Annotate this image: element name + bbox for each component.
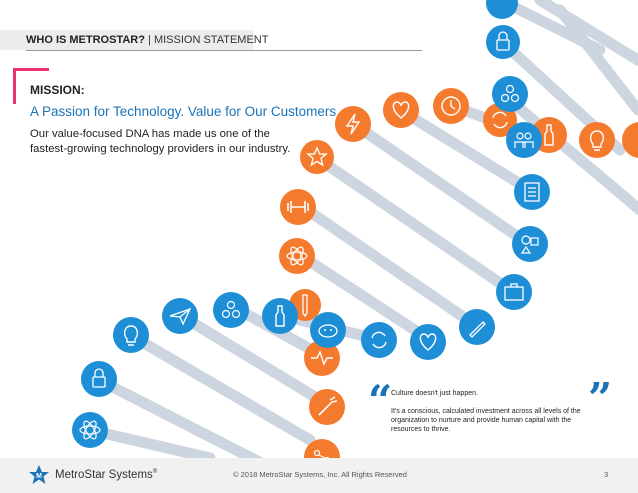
- checklist-icon: [514, 174, 550, 210]
- bottle-icon: [262, 298, 298, 334]
- quote-lead: Culture doesn't just happen.: [391, 390, 478, 397]
- header-bar: [0, 30, 253, 50]
- team-icon: [506, 122, 542, 158]
- breadcrumb-section: MISSION STATEMENT: [153, 34, 269, 46]
- shapes-icon: [512, 226, 548, 262]
- close-quote-mark: ”: [588, 374, 613, 423]
- footer-bar: [0, 458, 638, 493]
- heart-icon: [410, 324, 446, 360]
- dumbbell-icon: [280, 189, 316, 225]
- footer-copyright: © 2018 MetroStar Systems, Inc. All Right…: [233, 470, 407, 479]
- pencil-icon: [459, 309, 495, 345]
- padlock-icon: [486, 25, 520, 59]
- heartbeat-icon: [304, 340, 340, 376]
- cluster-icon: [213, 292, 249, 328]
- orange-icon-strand: [279, 88, 638, 458]
- dna-rungs: [84, 0, 638, 458]
- open-quote-mark: “: [368, 376, 393, 425]
- footer-brand-name: MetroStar Systems: [55, 469, 153, 481]
- quote-body: It's a conscious, calculated investment …: [391, 408, 581, 433]
- breadcrumb-company: WHO IS METROSTAR?: [26, 34, 145, 46]
- star-icon: [300, 140, 334, 174]
- accent-corner: [13, 68, 49, 104]
- footer-brand: MetroStar Systems®: [55, 469, 157, 481]
- briefcase-icon: [496, 274, 532, 310]
- breadcrumb: WHO IS METROSTAR? | MISSION STATEMENT: [26, 34, 268, 46]
- atom-icon: [72, 412, 108, 448]
- paper-plane-icon: [162, 298, 198, 334]
- mission-headline: A Passion for Technology. Value for Our …: [30, 104, 340, 119]
- lightbulb-icon: [622, 122, 638, 158]
- lightbulb-icon: [579, 122, 615, 158]
- heart-icon: [383, 92, 419, 128]
- refresh-icon: [361, 322, 397, 358]
- page-number: 3: [604, 470, 609, 479]
- mission-label: MISSION:: [30, 83, 85, 97]
- carrot-icon: [309, 389, 345, 425]
- blue-icon-strand: [72, 0, 550, 448]
- clock-icon: [433, 88, 469, 124]
- bolt-icon: [335, 106, 371, 142]
- atom-icon: [279, 238, 315, 274]
- breadcrumb-separator: |: [144, 34, 154, 46]
- lightbulb-icon: [113, 317, 149, 353]
- registered-mark: ®: [152, 469, 158, 476]
- network-icon: [304, 439, 340, 458]
- metrostar-logo-icon: M: [29, 465, 49, 484]
- mission-body: Our value-focused DNA has made us one of…: [30, 128, 291, 155]
- svg-text:M: M: [36, 473, 42, 480]
- header-divider: [26, 50, 422, 51]
- piggy-bank-icon: [310, 312, 346, 348]
- padlock-icon: [486, 0, 518, 19]
- dna-helix-illustration: [72, 0, 638, 458]
- padlock-icon: [81, 361, 117, 397]
- cluster-icon: [492, 76, 528, 112]
